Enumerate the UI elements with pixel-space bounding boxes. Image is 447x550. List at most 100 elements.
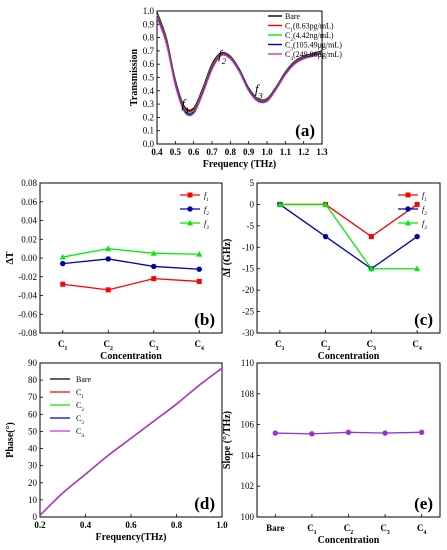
panel-label: (d) xyxy=(194,494,215,513)
x-tick-label: C1 xyxy=(58,339,68,352)
data-point xyxy=(60,281,66,287)
legend-label: C3(105.49μg/mL) xyxy=(285,41,342,53)
panel-label: (e) xyxy=(414,494,433,513)
x-tick-label: C1 xyxy=(275,339,285,352)
y-tick-label: 30 xyxy=(28,461,38,471)
y-tick-label: 100 xyxy=(241,512,255,522)
y-axis-label: Slope (°/THz) xyxy=(222,411,233,469)
x-tick-label: 0.8 xyxy=(171,520,183,530)
legend-label: f3 xyxy=(422,219,427,231)
legend-label: C1(8.63pg/mL) xyxy=(285,22,334,34)
y-tick-label: 60 xyxy=(28,409,38,419)
y-tick-label: 50 xyxy=(28,426,38,436)
x-axis-label: Frequency(THz) xyxy=(96,532,167,543)
series-line xyxy=(62,247,200,258)
y-tick-label: -10 xyxy=(242,242,254,252)
x-tick-label: 1.0 xyxy=(261,147,273,157)
x-tick-label: 0.5 xyxy=(170,147,182,157)
x-tick-label: 0.2 xyxy=(34,520,46,530)
data-point xyxy=(105,245,112,252)
panel-e: 100 102 104 106 108 110 Bare C1 C2 C3 C4 Concentrat… xyxy=(222,358,441,546)
panel-label: (a) xyxy=(295,121,315,140)
legend-label: f1 xyxy=(204,191,209,203)
x-tick-label: C4 xyxy=(412,339,422,352)
y-tick-label: 0.9 xyxy=(143,19,155,29)
y-tick-label: 0 xyxy=(33,512,38,522)
data-point xyxy=(105,287,111,293)
y-tick-label: 0.5 xyxy=(143,73,155,83)
y-tick-label: 0.0 xyxy=(143,139,155,149)
legend-marker xyxy=(405,192,411,198)
data-point xyxy=(322,201,329,207)
peak-annotation: f3 xyxy=(255,81,263,100)
y-tick-label: 40 xyxy=(28,444,38,454)
y-tick-label: -0.02 xyxy=(18,272,37,282)
panel-label: (b) xyxy=(194,310,215,329)
y-tick-label: 0.04 xyxy=(21,216,37,226)
y-tick-label: 0.8 xyxy=(143,33,155,43)
data-point xyxy=(414,233,420,240)
data-point xyxy=(105,256,111,262)
series-line xyxy=(62,258,200,270)
y-tick-label: -5 xyxy=(247,221,255,231)
y-tick-label: 80 xyxy=(28,375,38,385)
y-tick-label: 0.06 xyxy=(21,197,37,207)
x-axis-label: Concentration xyxy=(100,351,162,362)
x-tick-label: 0.8 xyxy=(225,147,237,157)
y-tick-label: -15 xyxy=(242,264,254,274)
legend-marker xyxy=(187,206,193,212)
y-tick-label: 0.4 xyxy=(143,86,155,96)
x-tick-label: C3 xyxy=(367,339,377,352)
legend-label: f3 xyxy=(204,219,209,231)
panel-c: -30 -25 -20 -15 -10 -5 0 5 C1 C2 C3 C4 Concentration… xyxy=(222,178,441,362)
y-tick-label: 102 xyxy=(241,481,255,491)
x-tick-label: C4 xyxy=(195,339,205,352)
legend-label: C1 xyxy=(76,388,84,400)
data-point xyxy=(276,201,283,207)
y-tick-label: 0.6 xyxy=(143,59,155,69)
legend-label: C2(4.42ng/mL) xyxy=(285,31,334,43)
plot-frame xyxy=(256,362,441,518)
x-axis-label: Frequency (THz) xyxy=(203,159,276,170)
y-axis-label: Δf (GHz) xyxy=(222,239,233,278)
series-line xyxy=(279,203,418,238)
legend-marker xyxy=(405,219,411,226)
data-point xyxy=(345,429,352,435)
panel-label: (c) xyxy=(414,310,433,329)
legend-label: f2 xyxy=(422,205,427,217)
y-tick-label: -30 xyxy=(242,328,254,338)
series-line xyxy=(62,277,200,291)
x-tick-label: 0.9 xyxy=(243,147,255,157)
x-tick-label: C1 xyxy=(307,523,317,536)
data-point xyxy=(272,430,278,436)
y-tick-label: 106 xyxy=(241,420,255,430)
y-axis-label: Phase(°) xyxy=(5,422,16,458)
data-point xyxy=(150,250,157,256)
series-line xyxy=(39,367,223,516)
data-point xyxy=(382,430,388,436)
x-tick-label: 1.3 xyxy=(316,147,328,157)
data-point xyxy=(59,253,66,260)
data-point xyxy=(322,233,329,240)
legend-marker xyxy=(187,192,193,198)
x-tick-label: 0.6 xyxy=(188,147,200,157)
plot-frame xyxy=(256,182,441,334)
y-tick-label: 20 xyxy=(28,478,38,488)
y-axis-label: Transmission xyxy=(129,49,140,106)
x-tick-label: 1.2 xyxy=(298,147,310,157)
data-point xyxy=(60,260,66,267)
y-tick-label: -0.04 xyxy=(18,291,37,301)
x-tick-label: C4 xyxy=(417,523,427,536)
x-tick-label: C2 xyxy=(104,339,114,352)
data-point xyxy=(196,251,203,257)
y-tick-label: 104 xyxy=(241,450,255,460)
legend-label: Bare xyxy=(285,12,301,21)
x-axis-label: Concentration xyxy=(318,351,380,362)
x-tick-label: 1.0 xyxy=(216,520,228,530)
data-point xyxy=(196,278,202,284)
data-point xyxy=(368,234,374,240)
y-tick-label: 0.02 xyxy=(21,234,37,244)
panel-d: 0 10 20 30 40 50 60 70 80 90 0.2 0.4 0.6 0.8 1.0 Freque… xyxy=(5,358,228,543)
data-point xyxy=(196,266,202,272)
